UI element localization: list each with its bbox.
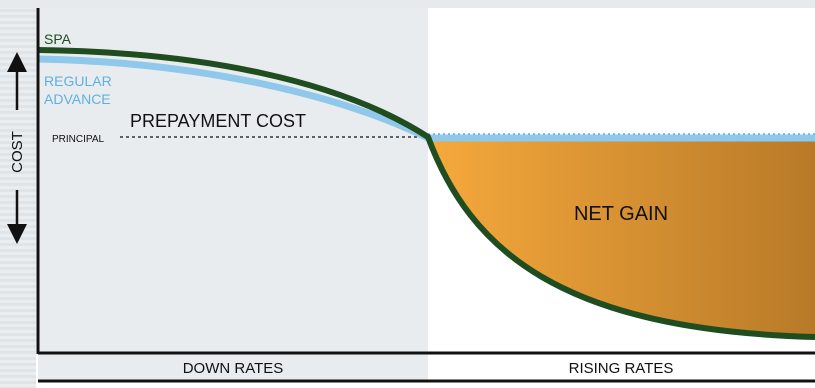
- spa-label: SPA: [44, 31, 72, 47]
- spa-line: [37, 47, 815, 340]
- prepayment-cost-label: PREPAYMENT COST: [130, 111, 306, 131]
- cost-up-arrow: [7, 52, 27, 110]
- cost-axis-label: COST: [9, 131, 26, 173]
- rising-rates-label: RISING RATES: [569, 360, 674, 377]
- regular-advance-line: [37, 55, 815, 142]
- net-gain-label: NET GAIN: [574, 203, 668, 225]
- net-gain-area: [428, 137, 815, 337]
- top-band: [0, 0, 815, 8]
- regular-advance-label-line2: ADVANCE: [44, 91, 111, 107]
- principal-label: PRINCIPAL: [52, 134, 104, 145]
- down-rates-label: DOWN RATES: [183, 360, 284, 377]
- regular-advance-label-line1: REGULAR: [44, 73, 112, 89]
- down-rates-band: [38, 353, 428, 381]
- cost-down-arrow: [7, 190, 27, 244]
